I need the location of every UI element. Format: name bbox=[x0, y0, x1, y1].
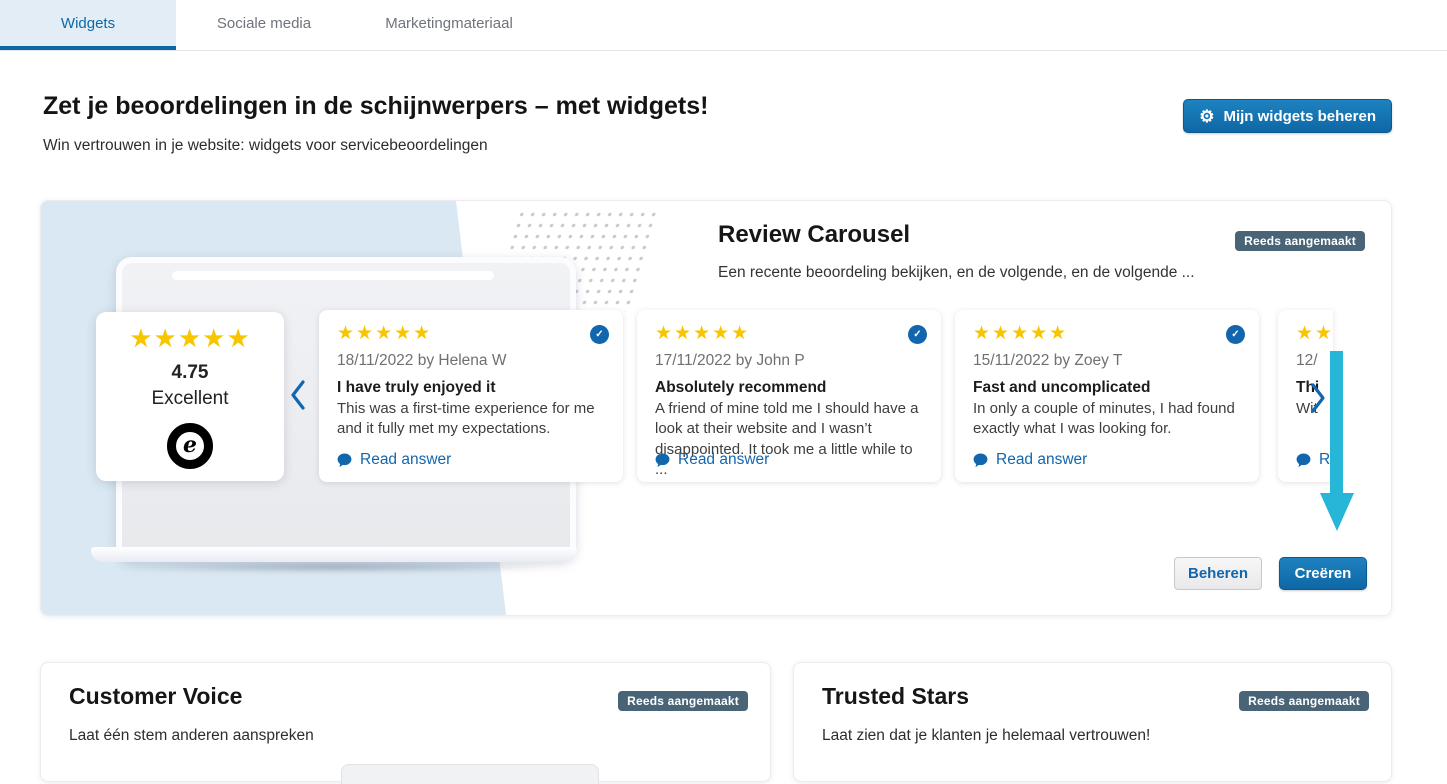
status-badge: Reeds aangemaakt bbox=[1235, 231, 1365, 251]
star-rating: ★★★★★ bbox=[337, 323, 433, 344]
review-body: In only a couple of minutes, I had found… bbox=[973, 400, 1235, 438]
chevron-left-icon bbox=[291, 380, 305, 410]
review-card: ★★★★★ ✓ 18/11/2022 by Helena W I have tr… bbox=[319, 310, 623, 482]
review-date: 18/11/2022 by Helena W bbox=[337, 352, 507, 369]
widget-title: Customer Voice bbox=[69, 683, 243, 709]
pointer-arrow-head bbox=[1320, 493, 1354, 531]
page-subtitle: Win vertrouwen in je website: widgets vo… bbox=[43, 137, 488, 154]
review-date: 17/11/2022 by John P bbox=[655, 352, 805, 369]
speech-bubble-icon bbox=[1296, 452, 1311, 467]
laptop-base bbox=[91, 547, 577, 562]
carousel-next-button[interactable] bbox=[1309, 382, 1327, 414]
review-body: A friend of mine told me I should have a… bbox=[655, 400, 919, 479]
manage-widgets-button[interactable]: ⚙ Mijn widgets beheren bbox=[1183, 99, 1392, 133]
star-rating: ★★ bbox=[1296, 323, 1333, 344]
review-card: ★★★★★ ✓ 17/11/2022 by John P Absolutely … bbox=[637, 310, 941, 482]
star-rating: ★★★★★ bbox=[655, 323, 751, 344]
review-body: This was a first-time experience for me … bbox=[337, 400, 595, 438]
laptop-menubar bbox=[172, 271, 494, 280]
tab-sociale-media-label: Sociale media bbox=[216, 14, 312, 32]
widget-title: Trusted Stars bbox=[822, 683, 969, 709]
page-title: Zet je beoordelingen in de schijnwerpers… bbox=[43, 92, 709, 120]
tab-sociale-media[interactable]: Sociale media bbox=[176, 0, 352, 50]
tab-bar: Widgets Sociale media Marketingmateriaal bbox=[0, 0, 1447, 51]
read-answer-link[interactable]: Read answer bbox=[655, 451, 769, 469]
tab-marketingmateriaal[interactable]: Marketingmateriaal bbox=[352, 0, 546, 50]
speech-bubble-icon bbox=[655, 452, 670, 467]
review-title: Fast and uncomplicated bbox=[973, 379, 1151, 396]
beheren-button[interactable]: Beheren bbox=[1174, 557, 1262, 590]
review-card-partial: ★★ 12/ Thi Wit R bbox=[1278, 310, 1333, 482]
gear-icon: ⚙ bbox=[1199, 106, 1215, 126]
read-answer-label: Read answer bbox=[678, 451, 770, 468]
check-icon: ✓ bbox=[913, 329, 922, 340]
review-title: Absolutely recommend bbox=[655, 379, 827, 396]
trusted-stars-widget-card: Trusted Stars Reeds aangemaakt Laat zien… bbox=[793, 662, 1392, 782]
manage-widgets-button-label: Mijn widgets beheren bbox=[1223, 107, 1376, 125]
status-badge: Reeds aangemaakt bbox=[618, 691, 748, 711]
check-icon: ✓ bbox=[1231, 329, 1240, 340]
review-date: 15/11/2022 by Zoey T bbox=[973, 352, 1123, 369]
read-answer-label: Read answer bbox=[996, 451, 1088, 468]
status-badge: Reeds aangemaakt bbox=[1239, 691, 1369, 711]
rating-label: Excellent bbox=[151, 388, 229, 409]
carousel-prev-button[interactable] bbox=[289, 379, 307, 411]
read-answer-label: Read answer bbox=[360, 451, 452, 468]
review-body: Wit bbox=[1296, 400, 1318, 417]
illustration-partial bbox=[341, 764, 599, 784]
widget-subtitle: Laat zien dat je klanten je helemaal ver… bbox=[822, 727, 1151, 744]
widget-subtitle: Een recente beoordeling bekijken, en de … bbox=[718, 264, 1195, 281]
speech-bubble-icon bbox=[337, 452, 352, 467]
star-rating: ★★★★★ bbox=[129, 323, 251, 353]
chevron-right-icon bbox=[1311, 383, 1325, 413]
creeren-button[interactable]: Creëren bbox=[1279, 557, 1367, 590]
verified-badge-icon: ✓ bbox=[908, 325, 927, 344]
read-answer-link[interactable]: Read answer bbox=[973, 451, 1087, 469]
etrusted-logo-icon: e bbox=[167, 423, 213, 469]
verified-badge-icon: ✓ bbox=[590, 325, 609, 344]
widget-title: Review Carousel bbox=[718, 221, 911, 248]
read-answer-link[interactable]: R bbox=[1296, 451, 1330, 469]
widget-subtitle: Laat één stem anderen aanspreken bbox=[69, 727, 314, 744]
review-date: 12/ bbox=[1296, 352, 1318, 369]
customer-voice-widget-card: Customer Voice Reeds aangemaakt Laat één… bbox=[40, 662, 771, 784]
verified-badge-icon: ✓ bbox=[1226, 325, 1245, 344]
review-card: ★★★★★ ✓ 15/11/2022 by Zoey T Fast and un… bbox=[955, 310, 1259, 482]
review-title: I have truly enjoyed it bbox=[337, 379, 496, 396]
speech-bubble-icon bbox=[973, 452, 988, 467]
check-icon: ✓ bbox=[595, 329, 604, 340]
review-carousel-widget-card: Review Carousel Reeds aangemaakt Een rec… bbox=[40, 200, 1392, 616]
rating-summary-card: ★★★★★ 4.75 Excellent e bbox=[96, 312, 284, 481]
read-answer-link[interactable]: Read answer bbox=[337, 451, 451, 469]
tab-marketingmateriaal-label: Marketingmateriaal bbox=[385, 14, 513, 32]
tab-widgets-label: Widgets bbox=[60, 14, 116, 32]
tab-widgets[interactable]: Widgets bbox=[0, 0, 176, 50]
review-title: Thi bbox=[1296, 379, 1320, 396]
star-rating: ★★★★★ bbox=[973, 323, 1069, 344]
read-answer-label: R bbox=[1319, 451, 1331, 468]
etrusted-logo-letter: e bbox=[183, 432, 197, 458]
rating-score: 4.75 bbox=[171, 362, 209, 383]
laptop-shadow bbox=[111, 561, 561, 573]
pointer-arrow-shaft bbox=[1330, 351, 1343, 493]
